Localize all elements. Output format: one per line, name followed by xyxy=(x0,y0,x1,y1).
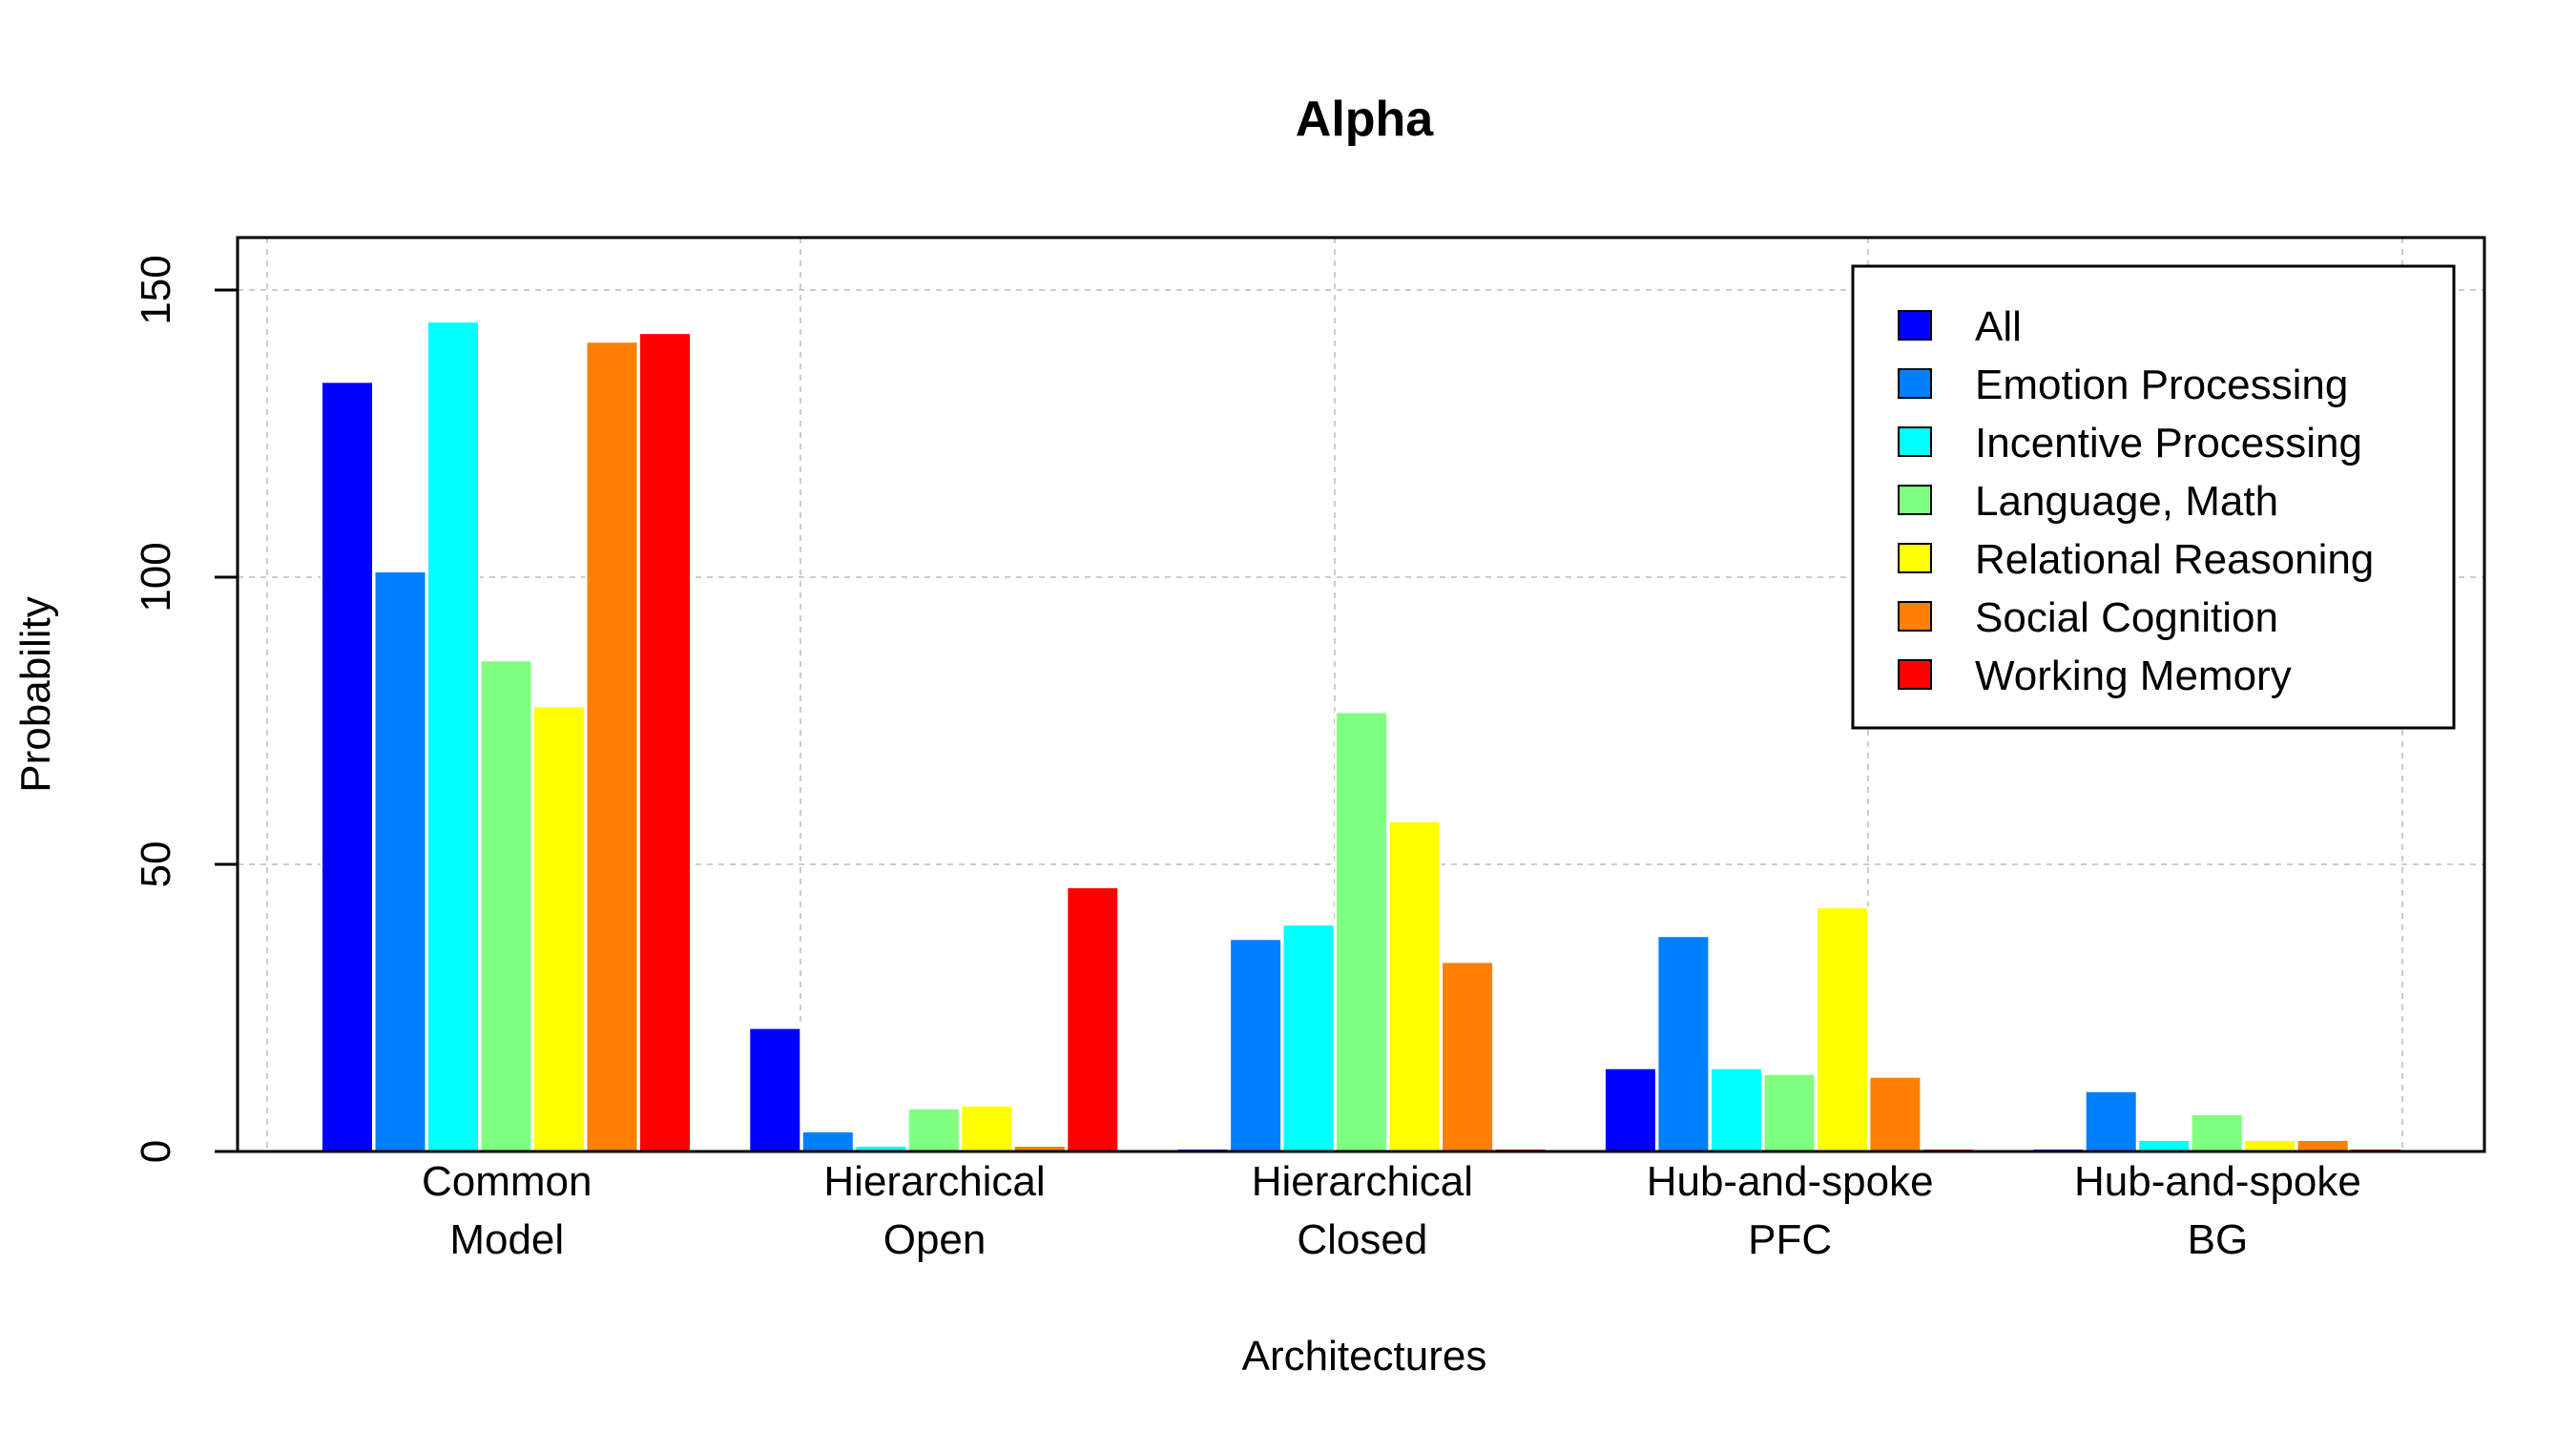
bar xyxy=(2190,1112,2244,1152)
bar xyxy=(1709,1067,1763,1152)
bar xyxy=(906,1107,961,1152)
bar xyxy=(748,1027,802,1152)
bar xyxy=(2296,1138,2350,1152)
bar xyxy=(1815,906,1869,1153)
bar xyxy=(2137,1138,2192,1152)
bar xyxy=(532,705,586,1152)
bar xyxy=(321,381,374,1152)
legend-label: Language, Math xyxy=(1975,478,2278,525)
legend-swatch xyxy=(1898,426,1932,457)
bar xyxy=(479,659,533,1152)
chart-title: Alpha xyxy=(1296,92,1435,147)
bar xyxy=(1603,1067,1657,1152)
legend-label: Incentive Processing xyxy=(1975,420,2362,467)
bar xyxy=(1387,819,1442,1152)
legend-label: Relational Reasoning xyxy=(1975,536,2374,583)
bar xyxy=(960,1104,1014,1152)
x-tick-label: Hierarchical xyxy=(823,1158,1045,1205)
legend-label: All xyxy=(1975,303,2022,350)
x-tick-label: Closed xyxy=(1297,1216,1427,1263)
bar xyxy=(1281,923,1336,1153)
bar xyxy=(1066,886,1120,1153)
x-tick-label: Open xyxy=(883,1216,987,1263)
legend-swatch xyxy=(1898,368,1932,399)
x-tick-label: Common xyxy=(422,1158,592,1205)
bar xyxy=(373,570,427,1152)
y-axis-label: Probability xyxy=(12,596,59,792)
bar xyxy=(1656,935,1711,1152)
x-tick-label: Model xyxy=(449,1216,564,1263)
legend-box xyxy=(1851,264,2456,730)
bar xyxy=(1441,961,1495,1153)
y-axis: 0 50 100 150 xyxy=(133,255,239,1163)
legend-swatch xyxy=(1898,601,1932,632)
bar xyxy=(1335,711,1389,1152)
legend-label: Social Cognition xyxy=(1975,594,2278,641)
x-axis-label: Architectures xyxy=(1242,1333,1487,1379)
x-tick-label: BG xyxy=(2188,1216,2249,1263)
x-tick-label: Hub-and-spoke xyxy=(2074,1158,2361,1205)
bar xyxy=(2084,1089,2138,1153)
bars xyxy=(321,321,2403,1153)
x-tick-label: Hub-and-spoke xyxy=(1647,1158,1934,1205)
x-tick-label: PFC xyxy=(1748,1216,1832,1263)
y-tick-label: 150 xyxy=(133,255,179,324)
y-tick-label: 100 xyxy=(133,542,179,612)
y-tick-label: 0 xyxy=(133,1140,179,1163)
bar xyxy=(638,332,692,1152)
bar xyxy=(2243,1138,2297,1152)
bar xyxy=(1868,1075,1922,1152)
x-tick-label: Hierarchical xyxy=(1252,1158,1473,1205)
bar xyxy=(800,1130,855,1153)
legend-swatch xyxy=(1898,310,1932,341)
y-tick-label: 50 xyxy=(133,841,179,888)
legend-swatch xyxy=(1898,659,1932,690)
legend-swatch xyxy=(1898,543,1932,573)
bar xyxy=(1762,1072,1817,1152)
bar xyxy=(585,341,639,1152)
legend-swatch xyxy=(1898,485,1932,515)
legend-label: Working Memory xyxy=(1975,653,2292,699)
bar xyxy=(426,321,480,1152)
legend: All Emotion Processing Incentive Processin… xyxy=(1851,264,2456,730)
x-axis-labels: Common Model Hierarchical Open Hierarchical C… xyxy=(422,1158,2361,1263)
legend-label: Emotion Processing xyxy=(1975,362,2348,408)
bar xyxy=(1229,938,1283,1153)
